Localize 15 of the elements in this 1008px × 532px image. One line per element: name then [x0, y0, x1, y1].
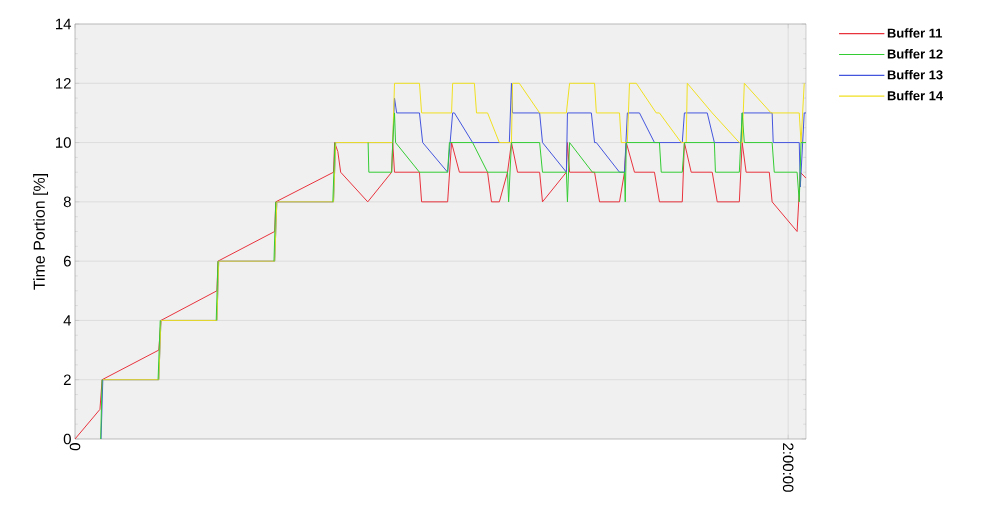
- legend-label: Buffer 11: [887, 28, 943, 38]
- line-series: [102, 82, 805, 381]
- y-tick-label: 0: [63, 433, 71, 445]
- legend-label: Buffer 13: [887, 69, 943, 80]
- y-axis-title: Time Portion [%]: [33, 174, 49, 290]
- x-tick-label: 2:00:00: [782, 443, 794, 492]
- y-tick-label: 10: [56, 137, 71, 148]
- legend-label: Buffer 14: [887, 90, 944, 101]
- y-tick-label: 2: [63, 374, 71, 385]
- y-tick-label: 12: [56, 78, 71, 89]
- y-tick-label: 4: [63, 315, 72, 326]
- y-tick-label: 6: [63, 255, 71, 267]
- y-tick-label: 8: [63, 196, 71, 208]
- y-tick-label: 14: [56, 18, 72, 30]
- legend-label: Buffer 12: [887, 49, 943, 59]
